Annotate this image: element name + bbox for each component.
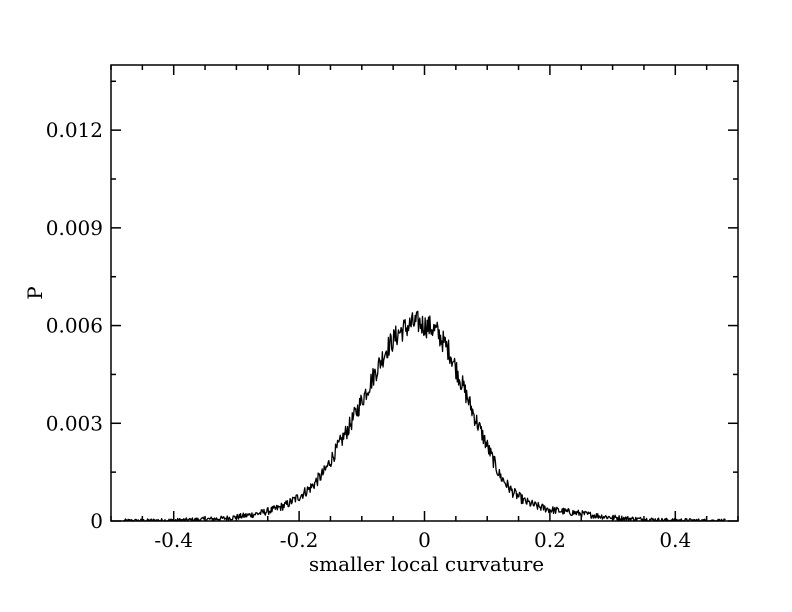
plot-frame — [110, 64, 739, 522]
x-tick-label: -0.4 — [154, 528, 193, 552]
x-tick-label: 0.4 — [659, 528, 691, 552]
tick-labels: -0.4 -0.2 0 0.2 0.4 0 0.003 0.006 0.009 0.012 — [46, 118, 691, 552]
y-tick-label: 0.003 — [46, 411, 103, 435]
y-axis-label: P — [23, 286, 47, 299]
x-axis-label: smaller local curvature — [309, 552, 544, 576]
x-tick-label: -0.2 — [280, 528, 319, 552]
y-tick-label: 0 — [90, 509, 103, 533]
y-tick-label: 0.012 — [46, 118, 103, 142]
x-tick-label: 0 — [418, 528, 431, 552]
y-tick-label: 0.006 — [46, 314, 103, 338]
y-tick-label: 0.009 — [46, 216, 103, 240]
series-layer — [123, 310, 726, 522]
x-tick-label: 0.2 — [534, 528, 566, 552]
series-line — [123, 310, 726, 522]
